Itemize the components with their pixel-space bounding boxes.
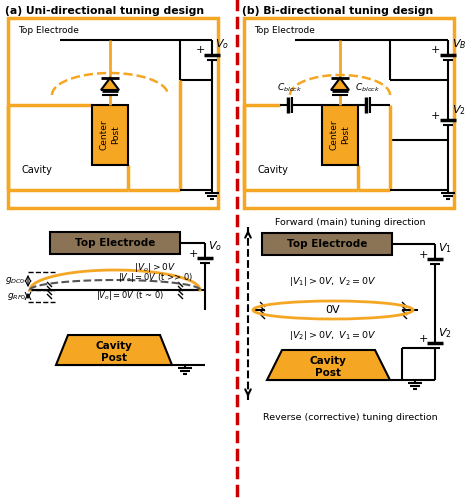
Text: $g_{DC0}$: $g_{DC0}$ (5, 275, 26, 286)
Text: Cavity
Post: Cavity Post (310, 356, 346, 378)
Text: 0V: 0V (326, 305, 340, 315)
Text: $g_{RF0}$: $g_{RF0}$ (7, 290, 26, 301)
Bar (244, 18, 454, 208)
Bar (322, 105, 358, 165)
Text: (a) Uni-directional tuning design: (a) Uni-directional tuning design (5, 6, 204, 16)
Text: Top Electrode: Top Electrode (287, 239, 367, 249)
Text: Cavity: Cavity (258, 165, 289, 175)
Text: $V_1$: $V_1$ (438, 241, 452, 255)
Text: $V_o$: $V_o$ (208, 239, 222, 253)
Text: $V_B$: $V_B$ (452, 37, 466, 51)
Bar (8, 18, 218, 208)
Text: $V_o$: $V_o$ (215, 37, 229, 51)
Text: +: + (419, 334, 428, 344)
Text: $C_{block}$: $C_{block}$ (277, 81, 302, 94)
Polygon shape (331, 78, 349, 90)
Text: +: + (430, 111, 440, 121)
Text: +: + (430, 45, 440, 55)
Text: +: + (189, 249, 198, 259)
Text: Top Electrode: Top Electrode (75, 238, 155, 248)
Text: $|V_2| > 0V,\ V_1 = 0V$: $|V_2| > 0V,\ V_1 = 0V$ (289, 328, 377, 341)
Polygon shape (101, 78, 119, 90)
Text: +: + (419, 250, 428, 260)
Text: $|V_o| > 0V$: $|V_o| > 0V$ (134, 261, 176, 274)
Text: Cavity: Cavity (22, 165, 53, 175)
Text: $V_2$: $V_2$ (438, 326, 452, 340)
Text: Reverse (corrective) tuning direction: Reverse (corrective) tuning direction (263, 413, 438, 422)
Text: +: + (196, 45, 205, 55)
Text: Center
Post: Center Post (100, 120, 120, 150)
Polygon shape (56, 335, 172, 365)
Text: $|V_o| = 0V$ (t ~ 0): $|V_o| = 0V$ (t ~ 0) (96, 289, 164, 302)
Text: $V_2$: $V_2$ (452, 103, 466, 117)
Bar (262, 233, 392, 255)
Text: (b) Bi-directional tuning design: (b) Bi-directional tuning design (242, 6, 433, 16)
Text: Cavity
Post: Cavity Post (96, 341, 132, 363)
Text: Center
Post: Center Post (330, 120, 350, 150)
Text: Top Electrode: Top Electrode (18, 26, 79, 35)
Text: Top Electrode: Top Electrode (254, 26, 315, 35)
Text: $|V_o| = 0V$ (t >> 0): $|V_o| = 0V$ (t >> 0) (118, 270, 192, 283)
Text: Forward (main) tuning direction: Forward (main) tuning direction (275, 218, 425, 227)
Polygon shape (267, 350, 390, 380)
Bar (92, 105, 128, 165)
Text: $C_{block}$: $C_{block}$ (356, 81, 381, 94)
Text: $|V_1| > 0V,\ V_2 = 0V$: $|V_1| > 0V,\ V_2 = 0V$ (289, 275, 377, 288)
Bar (50, 232, 180, 254)
